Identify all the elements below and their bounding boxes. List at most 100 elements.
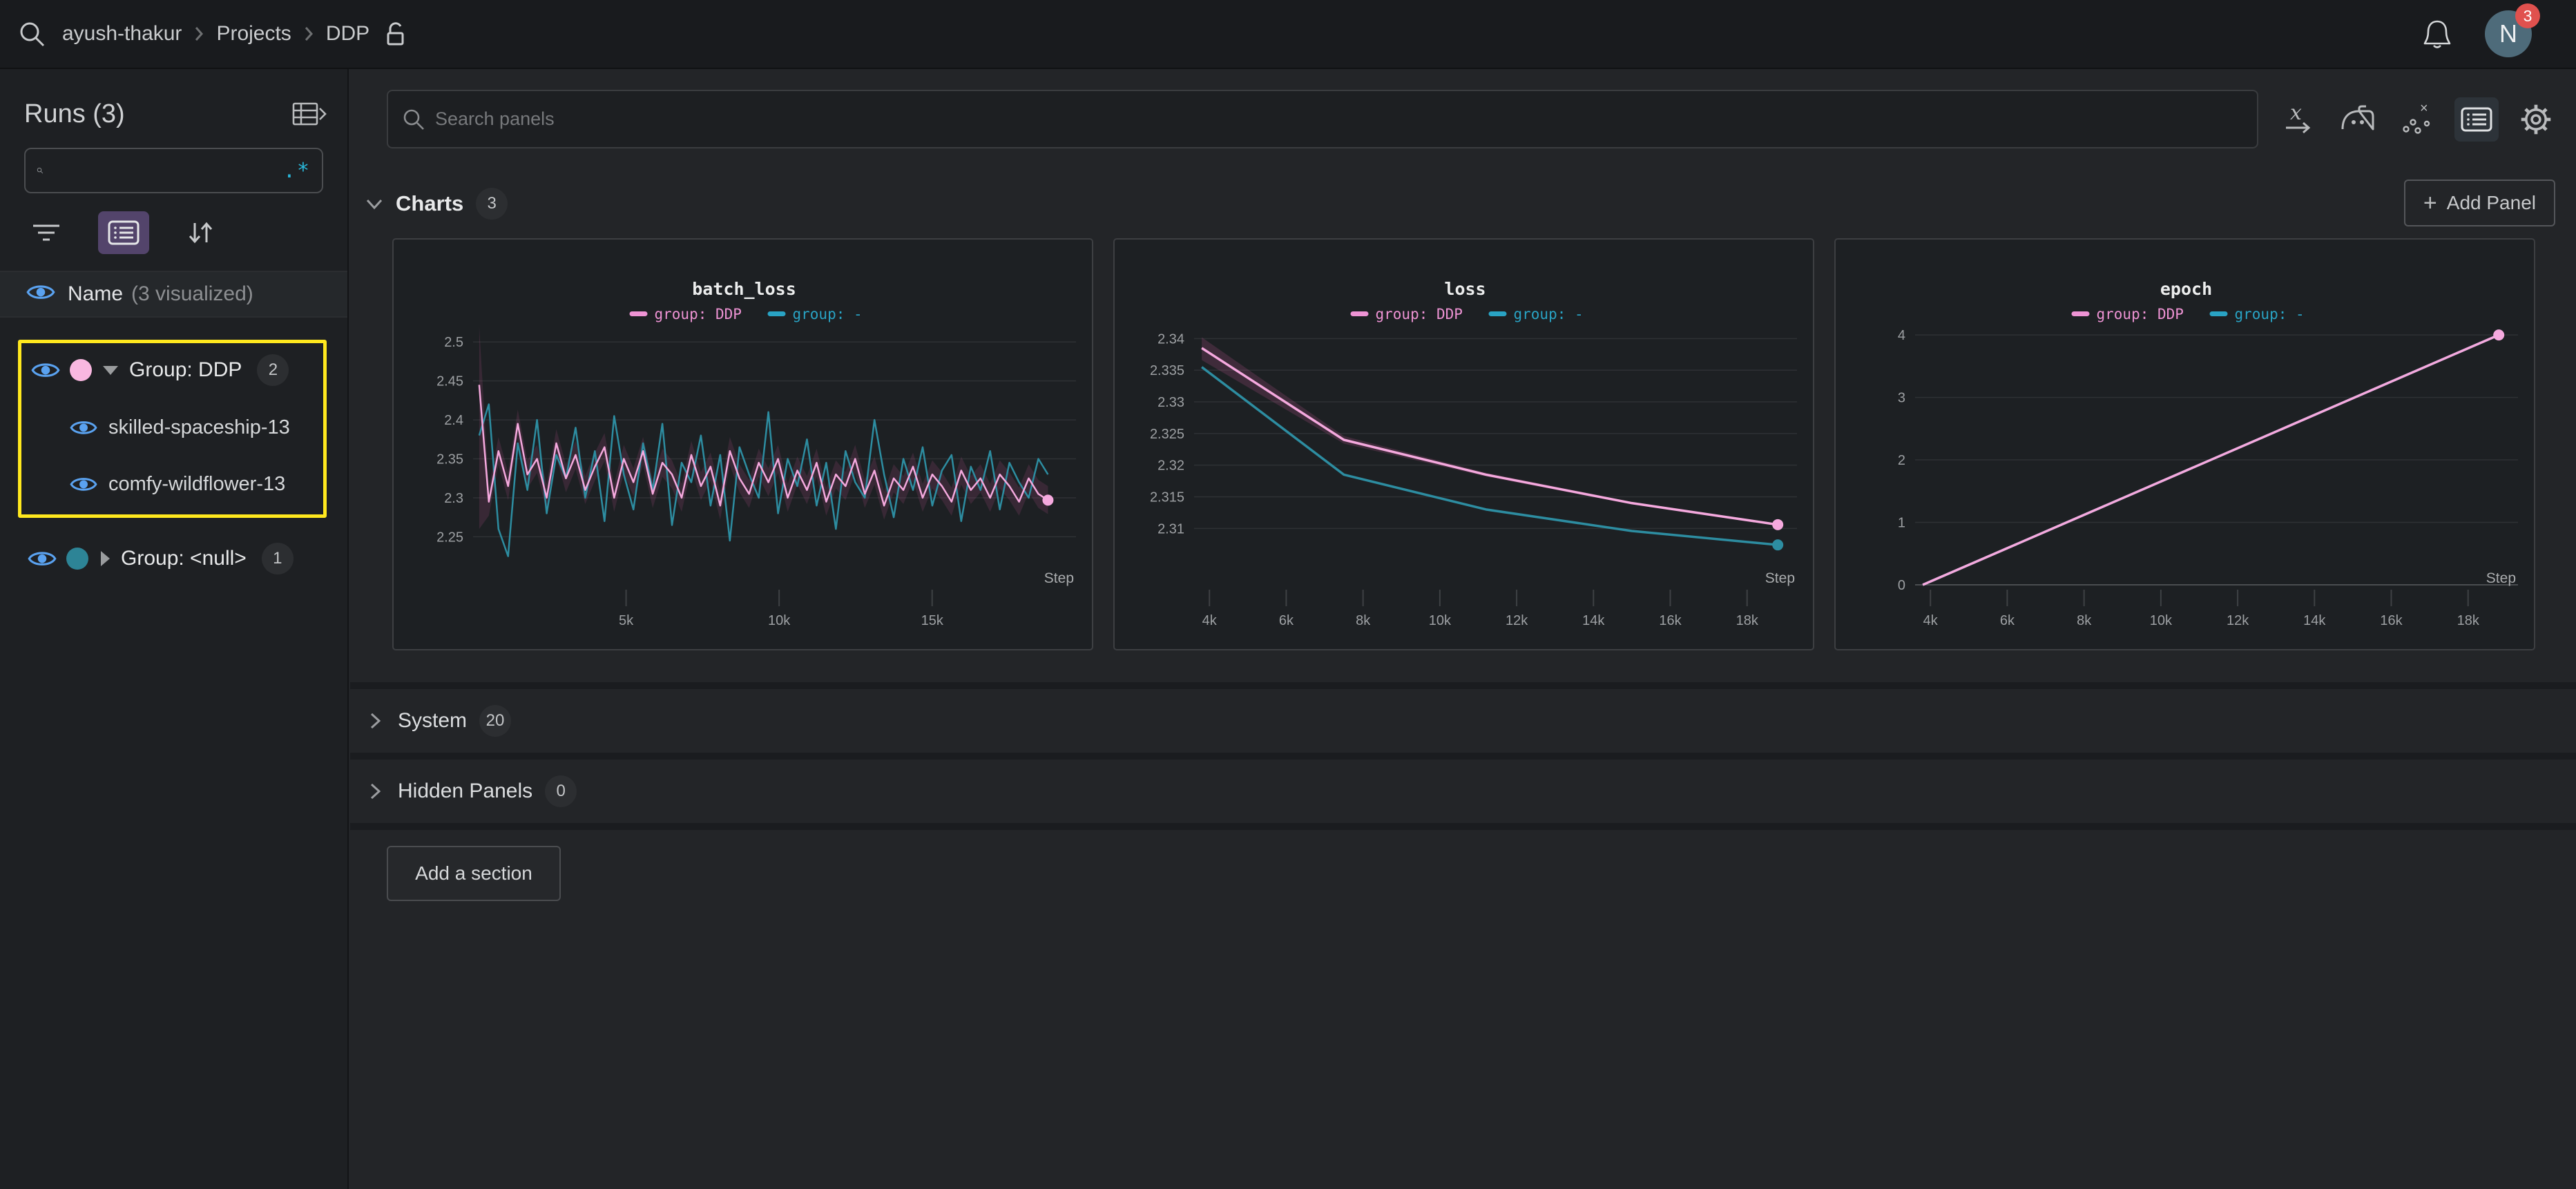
x-tick-label: 14k xyxy=(1582,613,1605,628)
legend-label[interactable]: group: DDP xyxy=(1376,306,1463,322)
hidden-panels-section-title: Hidden Panels xyxy=(398,780,533,802)
minmax-band xyxy=(479,326,1048,530)
visibility-eye-icon[interactable] xyxy=(26,282,55,302)
run-groups-list: Group: DDP 2 skilled-spaceship-13 comfy-wil… xyxy=(0,340,347,579)
run-group-row[interactable]: Group: DDP 2 xyxy=(21,350,323,390)
x-tick-label: 6k xyxy=(1279,613,1294,628)
breadcrumb-entity[interactable]: ayush-thakur xyxy=(62,22,182,45)
legend-label[interactable]: group: DDP xyxy=(655,306,742,322)
series-line xyxy=(478,403,1049,557)
add-section-button[interactable]: Add a section xyxy=(387,846,561,901)
outlier-scatter-button[interactable]: × xyxy=(2395,97,2439,142)
y-tick-label: 1 xyxy=(1898,516,1905,531)
series-end-dot xyxy=(1042,494,1054,506)
add-panel-button[interactable]: + Add Panel xyxy=(2403,180,2555,226)
sort-icon[interactable] xyxy=(185,218,215,248)
chevron-down-icon[interactable] xyxy=(364,196,385,211)
y-tick-label: 2.35 xyxy=(436,452,463,467)
legend-label[interactable]: group: - xyxy=(1514,306,1584,322)
series-line xyxy=(478,385,1049,507)
legend-label[interactable]: group: - xyxy=(793,306,863,322)
series-end-dot xyxy=(1772,539,1784,551)
x-tick-label: 10k xyxy=(2150,613,2173,628)
svg-text:×: × xyxy=(2420,102,2428,116)
runs-table-expand-icon[interactable] xyxy=(291,98,327,130)
smoothing-iron-button[interactable] xyxy=(2336,97,2380,142)
chart-title: loss xyxy=(1444,279,1486,299)
y-tick-label: 2.4 xyxy=(444,413,463,428)
group-count-badge: 2 xyxy=(257,354,289,386)
run-name[interactable]: skilled-spaceship-13 xyxy=(108,416,290,438)
y-tick-label: 2.25 xyxy=(436,530,463,545)
x-tick-label: 4k xyxy=(1923,613,1939,628)
y-tick-label: 2.31 xyxy=(1157,521,1184,536)
y-tick-label: 2.315 xyxy=(1150,490,1184,505)
global-search-icon[interactable] xyxy=(17,19,47,49)
breadcrumb-projects[interactable]: Projects xyxy=(216,22,291,45)
y-tick-label: 2.335 xyxy=(1150,363,1184,378)
x-tick-label: 6k xyxy=(2000,613,2015,628)
regex-toggle-icon[interactable]: .* xyxy=(282,158,311,183)
run-row[interactable]: comfy-wildflower-13 xyxy=(21,465,323,503)
x-axis-settings-button[interactable]: x xyxy=(2276,97,2320,142)
series-end-dot xyxy=(2493,329,2505,341)
y-tick-label: 2.34 xyxy=(1157,331,1184,347)
charts-section-title[interactable]: Charts xyxy=(396,191,464,215)
visibility-eye-icon[interactable] xyxy=(31,360,60,380)
x-tick-label: 15k xyxy=(921,613,944,628)
hidden-panels-section-header[interactable]: Hidden Panels 0 xyxy=(350,760,2576,823)
y-tick-label: 3 xyxy=(1898,391,1905,406)
workspace-main: x × xyxy=(350,69,2576,1189)
plus-icon: + xyxy=(2423,189,2437,216)
legend-label[interactable]: group: DDP xyxy=(2097,306,2184,322)
chart-panel-loss[interactable]: loss group: DDP group: - 2.31 2.315 2.32 2.325… xyxy=(1113,238,1814,650)
group-list-view-button[interactable] xyxy=(98,211,149,254)
x-tick-label: 4k xyxy=(1202,613,1218,628)
caret-right-icon[interactable] xyxy=(101,551,110,566)
series-line xyxy=(1201,366,1778,546)
section-divider xyxy=(350,823,2576,830)
visibility-eye-icon[interactable] xyxy=(70,418,97,438)
chart-svg-batch_loss: batch_loss group: DDP group: - 2.25 2.3 2.35 2… xyxy=(436,279,1076,628)
panel-search-input[interactable] xyxy=(435,108,2243,130)
chart-panel-batch_loss[interactable]: batch_loss group: DDP group: - 2.25 2.3 2.35 2… xyxy=(392,238,1093,650)
legend-swatch xyxy=(2071,311,2090,316)
y-tick-label: 2.3 xyxy=(444,491,463,506)
charts-count-badge: 3 xyxy=(476,188,508,220)
visibility-eye-icon[interactable] xyxy=(28,548,57,569)
y-tick-label: 2 xyxy=(1898,453,1905,468)
y-tick-label: 2.325 xyxy=(1150,427,1184,442)
chart-panel-epoch[interactable]: epoch group: DDP group: - 0 1 2 3 4 4k 6k 8k 10k 12k… xyxy=(1834,238,2535,650)
user-avatar[interactable]: N 3 xyxy=(2485,3,2540,57)
workspace-tool-icons: x × xyxy=(2276,97,2558,142)
group-label: Group: <null> xyxy=(121,547,247,570)
caret-down-icon[interactable] xyxy=(103,365,118,375)
breadcrumb: ayush-thakur Projects DDP xyxy=(62,21,408,47)
hidden-panels-count-badge: 0 xyxy=(545,775,577,807)
run-row[interactable]: skilled-spaceship-13 xyxy=(21,408,323,447)
group-label: Group: DDP xyxy=(129,358,242,381)
x-axis-label: Step xyxy=(1044,570,1074,586)
filter-icon[interactable] xyxy=(30,219,62,246)
panel-toolbar: x × xyxy=(387,90,2576,148)
run-name[interactable]: comfy-wildflower-13 xyxy=(108,472,286,495)
visibility-eye-icon[interactable] xyxy=(26,282,55,306)
series-line xyxy=(1922,334,2499,586)
panel-list-view-button[interactable] xyxy=(2454,97,2499,142)
run-group-row[interactable]: Group: <null> 1 xyxy=(18,539,347,579)
section-divider xyxy=(350,753,2576,760)
notifications-bell-icon[interactable] xyxy=(2421,17,2453,50)
settings-gear-button[interactable] xyxy=(2514,97,2558,142)
legend-label[interactable]: group: - xyxy=(2235,306,2305,322)
runs-filter-row xyxy=(0,193,347,271)
x-tick-label: 8k xyxy=(2077,613,2092,628)
system-section-header[interactable]: System 20 xyxy=(350,689,2576,753)
series-line xyxy=(1201,347,1778,526)
group-count-badge: 1 xyxy=(261,543,294,574)
breadcrumb-project-name[interactable]: DDP xyxy=(325,22,370,45)
visualized-count-label: (3 visualized) xyxy=(131,282,253,305)
visibility-eye-icon[interactable] xyxy=(70,474,97,494)
runs-search-input[interactable] xyxy=(51,160,283,182)
runs-name-header[interactable]: Name (3 visualized) xyxy=(0,272,347,318)
